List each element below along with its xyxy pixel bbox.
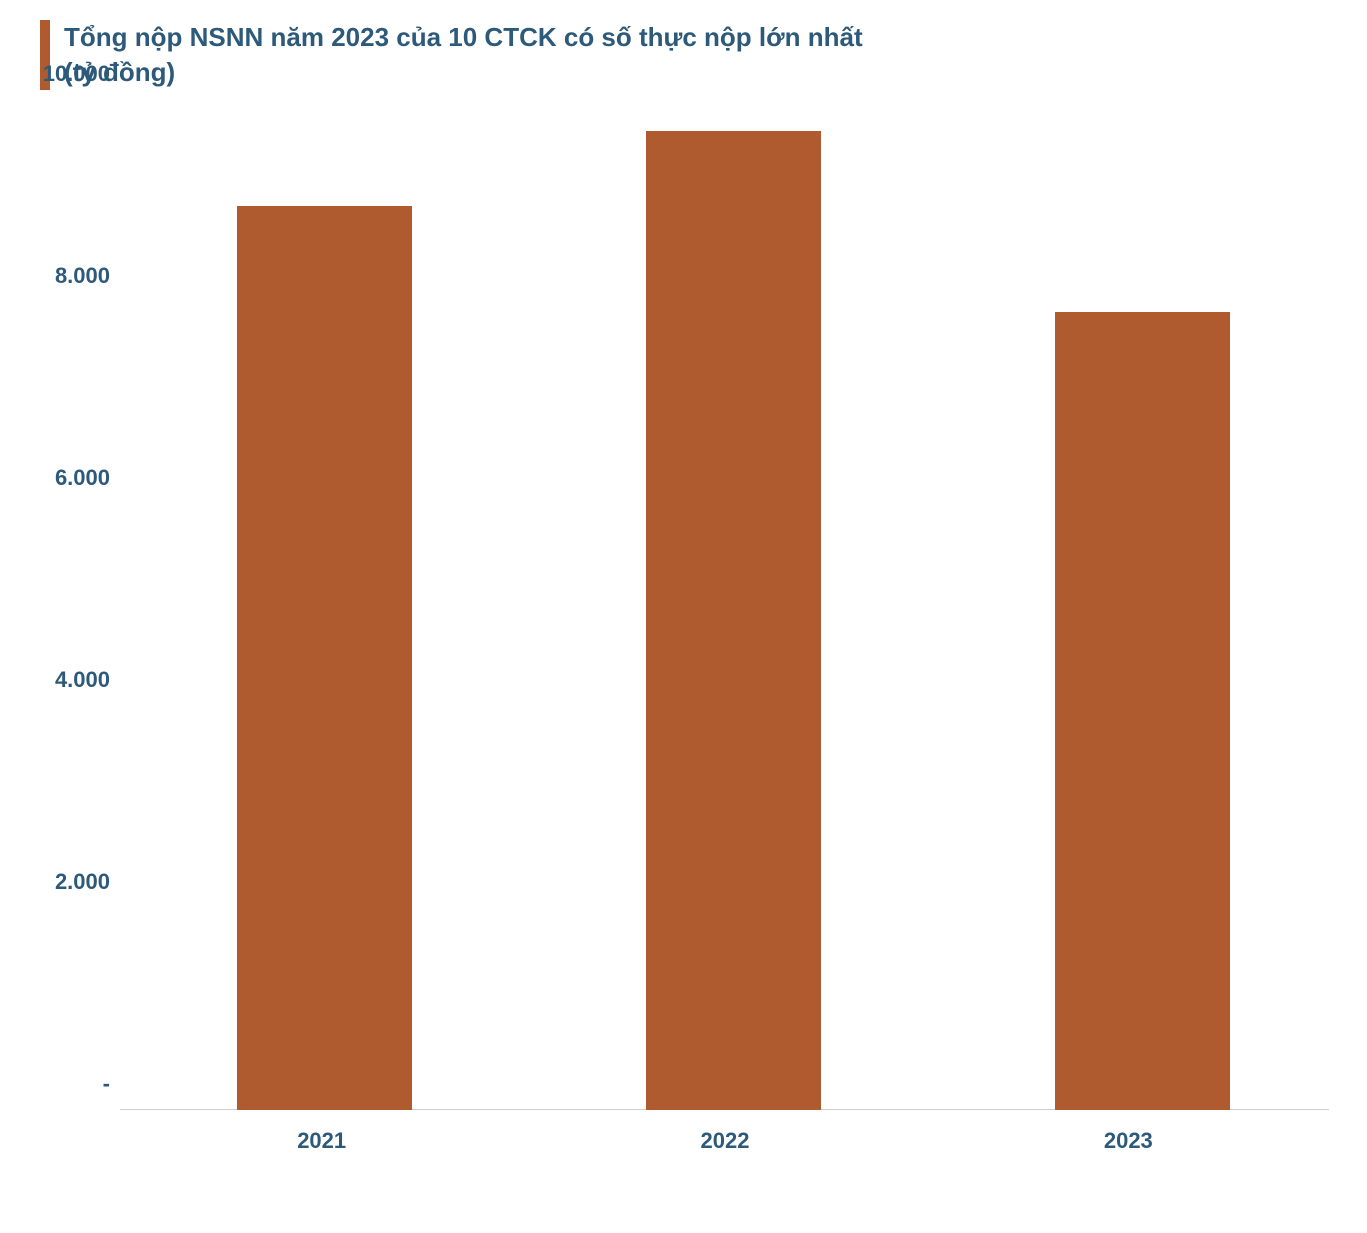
plot-area xyxy=(120,100,1347,1110)
bar-chart: Tổng nộp NSNN năm 2023 của 10 CTCK có số… xyxy=(20,20,1347,1213)
x-tick-label: 2021 xyxy=(120,1128,523,1154)
chart-title-line1: Tổng nộp NSNN năm 2023 của 10 CTCK có số… xyxy=(64,20,863,55)
y-tick-label: 8.000 xyxy=(55,263,110,289)
bar-slot xyxy=(529,100,938,1110)
y-tick-label: 10.000 xyxy=(43,61,110,87)
bar-slot xyxy=(120,100,529,1110)
bar xyxy=(1055,312,1231,1110)
y-axis: -2.0004.0006.0008.00010.000 xyxy=(20,100,120,1110)
x-tick-label: 2022 xyxy=(523,1128,926,1154)
y-tick-label: 4.000 xyxy=(55,667,110,693)
bar xyxy=(646,131,822,1111)
y-tick-label: - xyxy=(103,1071,110,1097)
x-tick-label: 2023 xyxy=(927,1128,1330,1154)
chart-title-block: Tổng nộp NSNN năm 2023 của 10 CTCK có số… xyxy=(40,20,1347,90)
chart-title: Tổng nộp NSNN năm 2023 của 10 CTCK có số… xyxy=(64,20,863,90)
chart-title-line2: (tỷ đồng) xyxy=(64,55,863,90)
bar-slot xyxy=(938,100,1347,1110)
bar xyxy=(237,206,413,1110)
bars-group xyxy=(120,100,1347,1110)
y-tick-label: 6.000 xyxy=(55,465,110,491)
y-tick-label: 2.000 xyxy=(55,869,110,895)
plot-wrapper: -2.0004.0006.0008.00010.000 xyxy=(20,100,1347,1110)
x-axis: 202120222023 xyxy=(120,1128,1330,1154)
